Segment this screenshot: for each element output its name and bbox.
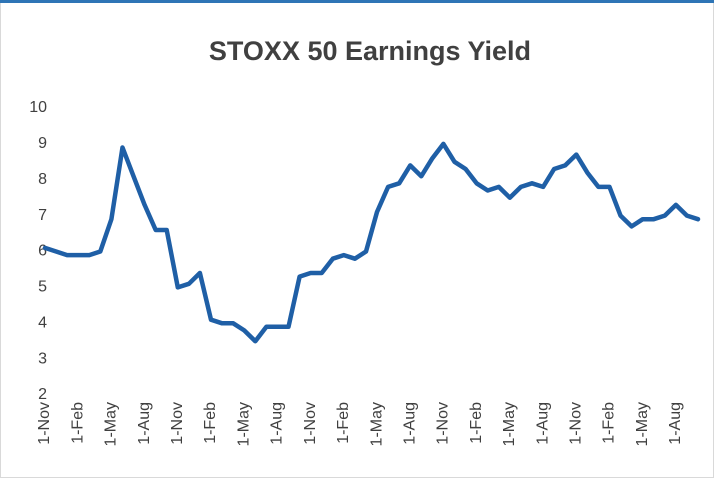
- data-line: [42, 141, 701, 344]
- y-tick-label: 3: [38, 350, 47, 367]
- x-tick-label: 1-Aug: [534, 402, 551, 445]
- x-tick-label: 1-Aug: [269, 402, 286, 445]
- y-tick-label: 5: [38, 279, 47, 296]
- y-tick-label: 9: [38, 135, 47, 152]
- chart-title: STOXX 50 Earnings Yield: [209, 36, 531, 66]
- y-tick-label: 8: [38, 171, 47, 188]
- x-tick-label: 1-Aug: [667, 402, 684, 445]
- x-tick-label: 1-Nov: [36, 402, 53, 445]
- x-tick-label: 1-May: [368, 402, 385, 446]
- y-tick-label: 4: [38, 314, 47, 331]
- x-tick-label: 1-Feb: [202, 402, 219, 444]
- x-tick-label: 1-Feb: [468, 402, 485, 444]
- y-tick-label: 6: [38, 243, 47, 260]
- x-tick-label: 1-Feb: [335, 402, 352, 444]
- x-tick-label: 1-Nov: [169, 402, 186, 445]
- x-tick-label: 1-Nov: [435, 402, 452, 445]
- x-tick-label: 1-Nov: [567, 402, 584, 445]
- x-tick-label: 1-Feb: [69, 402, 86, 444]
- x-tick-label: 1-Feb: [601, 402, 618, 444]
- x-tick-label: 1-Nov: [302, 402, 319, 445]
- y-tick-label: 2: [38, 386, 47, 403]
- y-tick-label: 10: [29, 99, 47, 116]
- x-tick-label: 1-Aug: [401, 402, 418, 445]
- x-tick-label: 1-May: [501, 402, 518, 446]
- y-tick-label: 7: [38, 207, 47, 224]
- top-border: [0, 0, 714, 3]
- x-tick-label: 1-Aug: [136, 402, 153, 445]
- x-tick-label: 1-May: [634, 402, 651, 446]
- x-tick-label: 1-May: [235, 402, 252, 446]
- x-tick-label: 1-May: [103, 402, 120, 446]
